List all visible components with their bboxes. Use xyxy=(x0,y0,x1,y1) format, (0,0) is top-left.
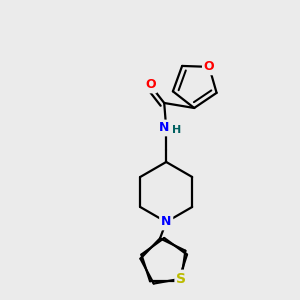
Text: N: N xyxy=(159,122,169,134)
Text: S: S xyxy=(176,272,187,286)
Text: O: O xyxy=(204,60,214,74)
Text: H: H xyxy=(172,125,181,135)
Text: O: O xyxy=(145,79,155,92)
Text: N: N xyxy=(161,215,171,229)
